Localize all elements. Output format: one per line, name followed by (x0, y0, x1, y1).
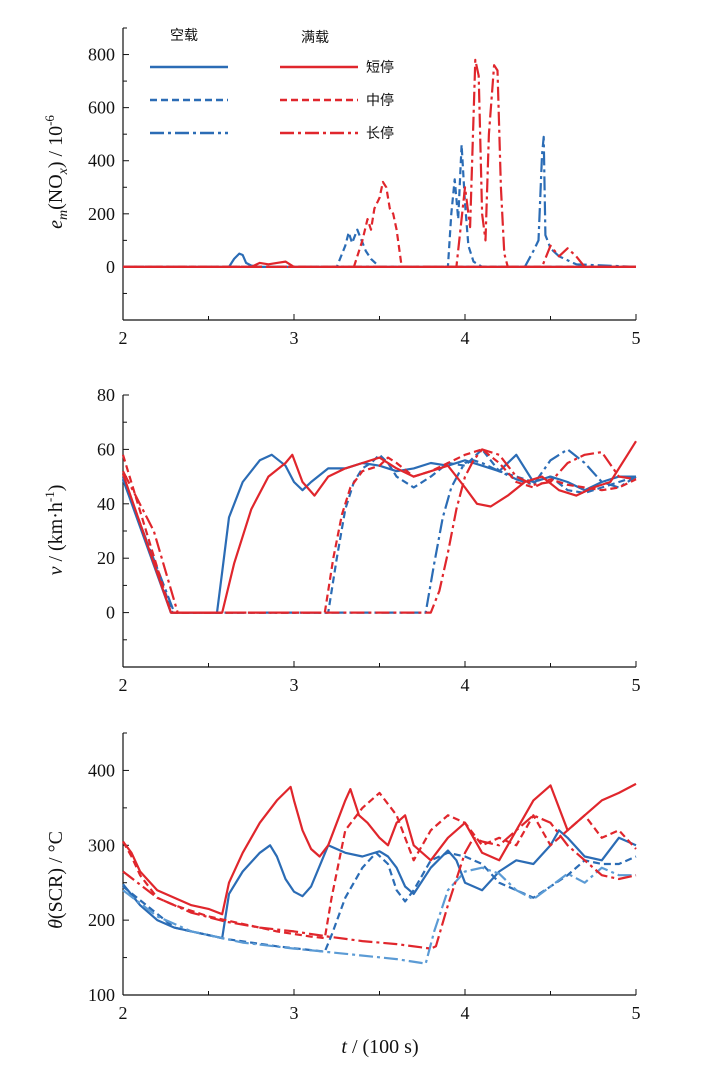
speed-y-tick-label: 60 (97, 439, 115, 459)
speed-panel: 0 20 40 60 80 2 3 4 5 (97, 385, 641, 695)
nox-y-tick-label: 600 (88, 98, 115, 118)
speed-y-tick-label: 20 (97, 548, 115, 568)
temp-y-tick-label: 100 (88, 985, 115, 1005)
temp-series-2 (122, 851, 637, 953)
legend-label-medium: 中停 (366, 92, 394, 109)
legend: 空载 满载 短停 中停 长停 (150, 28, 394, 142)
nox-panel: 0 200 400 600 800 2 3 4 5 (88, 27, 641, 348)
legend-label-long: 长停 (366, 125, 394, 142)
nox-y-tick-label: 200 (88, 204, 115, 224)
nox-series-6 (123, 58, 636, 268)
temp-ylabel: θ(SCR) / °C (45, 831, 67, 929)
temp-series-4 (122, 782, 637, 916)
nox-y-tick-label: 400 (88, 151, 115, 171)
legend-label-short: 短停 (366, 59, 394, 76)
speed-series-6 (122, 448, 637, 614)
legend-group-full: 满载 (301, 30, 329, 46)
speed-series-4 (121, 440, 637, 614)
nox-series-2 (123, 143, 636, 268)
temp-y-tick-label: 400 (88, 760, 115, 780)
nox-x-tick-label: 4 (461, 328, 470, 348)
speed-x-tick-label: 3 (290, 675, 299, 695)
nox-x-tick-label: 3 (290, 328, 299, 348)
legend-group-empty: 空载 (170, 28, 198, 44)
speed-x-tick-label: 2 (119, 675, 128, 695)
temp-series-3 (122, 866, 636, 965)
speed-series-3 (121, 448, 637, 614)
temp-y-tick-label: 300 (88, 835, 115, 855)
speed-x-tick-label: 5 (632, 675, 641, 695)
nox-x-tick-label: 5 (632, 328, 641, 348)
nox-y-tick-label: 800 (88, 45, 115, 65)
speed-x-tick-label: 4 (461, 675, 470, 695)
temp-x-tick-label: 3 (290, 1003, 299, 1023)
speed-y-tick-label: 40 (97, 494, 115, 514)
nox-series-5 (123, 180, 636, 268)
temp-series-1 (122, 829, 637, 940)
x-axis-title: t / (100 s) (341, 1036, 418, 1058)
speed-y-tick-label: 80 (97, 385, 115, 405)
temperature-panel: 100 200 300 400 2 3 4 5 (88, 732, 641, 1023)
speed-ylabel: v / (km·h-1) (42, 485, 67, 576)
temp-x-tick-label: 4 (461, 1003, 470, 1023)
temp-y-tick-label: 200 (88, 910, 115, 930)
speed-y-tick-label: 0 (106, 603, 115, 623)
temp-x-tick-label: 2 (119, 1003, 128, 1023)
speed-series-5 (121, 448, 637, 614)
speed-series-1 (121, 453, 636, 614)
temp-x-tick-label: 5 (632, 1003, 641, 1023)
temp-series-6 (122, 814, 637, 950)
temp-series-5 (122, 791, 637, 940)
speed-series-2 (121, 448, 637, 614)
nox-x-tick-label: 2 (119, 328, 128, 348)
nox-y-tick-label: 0 (106, 257, 115, 277)
nox-series-3 (123, 135, 637, 268)
nox-ylabel: em(NOx) / 10-6 (42, 115, 71, 229)
